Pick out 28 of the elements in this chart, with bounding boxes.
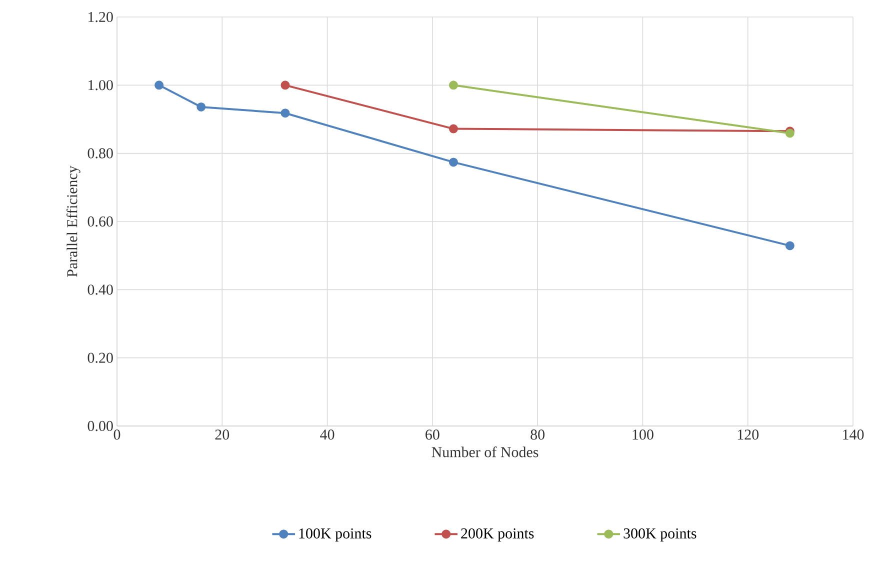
point [448,80,458,90]
y-tick-label: 0.60 [88,216,113,227]
point [448,158,458,167]
x-tick-label: 120 [738,430,759,440]
legend-label: 100K points [299,528,372,542]
y-tick-label: 0.20 [88,352,113,363]
point [280,108,290,118]
legend-label: 300K points [624,528,696,542]
point [448,124,458,134]
y-axis-title: Parallel Efficiency [66,166,80,277]
point [196,102,206,112]
y-tick-label: 0.80 [88,148,113,158]
point [785,241,794,250]
x-tick-label: 80 [530,430,545,440]
x-axis-title: Number of Nodes [432,446,538,458]
x-tick-label: 40 [320,430,334,440]
y-tick-label: 1.20 [88,12,113,22]
x-tick-label: 100 [632,430,654,440]
y-tick-label: 0.00 [88,420,113,432]
x-tick-label: 140 [843,430,864,440]
point [154,80,164,90]
x-tick-label: 0 [114,430,120,440]
x-tick-label: 60 [426,430,440,440]
point [280,80,290,90]
x-tick-label: 20 [215,430,230,440]
y-tick-label: 1.00 [88,80,113,90]
legend-label: 200K points [461,528,534,542]
y-tick-label: 0.40 [88,284,113,295]
